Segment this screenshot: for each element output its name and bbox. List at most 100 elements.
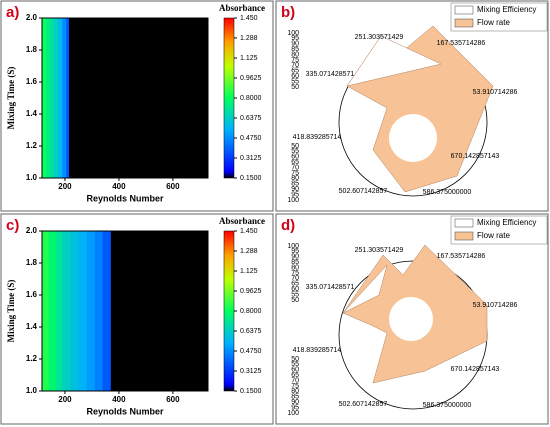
panel-d: 251.303571429 167.535714286 335.071428571 5… [275,213,549,425]
colorbar-tick-label: 0.6375 [240,115,262,122]
radial-tick-label: 75 [291,57,299,64]
radial-tick-label: 80 [291,388,299,395]
panel-frame [275,0,549,212]
y-tick-label: 1.0 [26,386,38,395]
radial-tick-label: 90 [291,399,299,406]
y-tick-label: 1.6 [26,77,38,86]
colorbar-tick-label: 0.1500 [240,175,262,182]
panel-a: 200 400 600 1.0 1.2 1.4 1.6 1.8 2.0 Reynolds Numb… [0,0,274,212]
colorbar-tick-label: 0.4750 [240,135,262,142]
radial-tick-label: 100 [287,197,299,204]
radial-tick-label: 95 [291,35,299,42]
radial-tick-label: 90 [291,254,299,261]
radial-tick-label: 85 [291,259,299,266]
angle-label: 586.375000000 [423,189,472,196]
radial-tick-label: 80 [291,264,299,271]
heat-cell [86,231,95,391]
radial-tick-label: 95 [291,404,299,411]
heat-cell [58,18,63,178]
radial-tick-label: 75 [291,170,299,177]
y-tick-label: 1.0 [26,173,38,182]
angle-label: 335.071428571 [306,284,355,291]
legend-swatch [454,231,474,241]
radial-tick-label: 90 [291,186,299,193]
radial-tick-label: 60 [291,154,299,161]
legend-swatch [454,218,474,228]
heat-cell [50,18,55,178]
radial-tick-label: 85 [291,46,299,53]
angle-label: 670.142857143 [451,366,500,373]
angle-label: 418.839285714 [293,347,342,354]
heat-cell [68,18,209,178]
colorbar-tick-label: 0.3125 [240,368,262,375]
panel-frame [0,0,274,212]
radial-tick-label: 60 [291,286,299,293]
angle-label: 53.910714286 [473,302,518,309]
flow-rate-shape [346,25,494,193]
radial-tick-label: 80 [291,51,299,58]
radial-tick-label: 55 [291,78,299,85]
heat-cell [102,231,112,391]
y-tick-label: 1.8 [26,258,38,267]
angle-label: 418.839285714 [293,134,342,141]
colorbar-tick-label: 0.9625 [240,75,262,82]
y-tick-label: 1.2 [26,354,38,363]
colorbar [223,17,235,179]
panel-b: 251.303571429 167.535714286 335.071428571 5… [275,0,549,212]
legend-label: Mixing Efficiency [477,5,536,14]
radial-tick-label: 70 [291,275,299,282]
colorbar-tick-label: 0.8000 [240,308,262,315]
radial-tick-label: 70 [291,164,299,171]
heat-cell [62,231,71,391]
plot-frame [41,230,209,392]
radial-tick-label: 70 [291,62,299,69]
radial-tick-label: 100 [287,243,299,250]
radial-tick-label: 100 [287,410,299,417]
radial-tick-label: 80 [291,175,299,182]
radial-tick-label: 65 [291,281,299,288]
radial-tick-label: 60 [291,73,299,80]
heat-cell [46,18,51,178]
angle-label: 53.910714286 [473,89,518,96]
heat-cell [62,18,67,178]
y-tick-label: 1.8 [26,45,38,54]
y-tick-label: 1.2 [26,141,38,150]
panel-frame [275,213,549,425]
radial-tick-label: 50 [291,143,299,150]
panel-label: a) [6,4,19,21]
heat-cell [94,231,104,391]
colorbar-tick-label: 1.288 [240,248,258,255]
x-tick-label: 600 [166,395,180,404]
radial-tick-label: 65 [291,159,299,166]
angle-label: 251.303571429 [355,247,404,254]
panel-label: c) [6,217,19,234]
radial-tick-label: 75 [291,270,299,277]
heat-cell [48,231,56,391]
colorbar-tick-label: 0.6375 [240,328,262,335]
colorbar-tick-label: 1.125 [240,268,258,275]
angle-label: 586.375000000 [423,402,472,409]
radial-tick-label: 50 [291,297,299,304]
colorbar-tick-label: 0.1500 [240,388,262,395]
angle-label: 502.607142857 [339,401,388,408]
heat-cell [55,231,63,391]
heat-cell [66,18,70,178]
inner-circle [389,297,433,341]
heat-cell [110,231,209,391]
radial-tick-label: 85 [291,394,299,401]
colorbar-tick-label: 0.4750 [240,348,262,355]
angle-label: 251.303571429 [355,34,404,41]
inner-circle [389,114,437,162]
radial-tick-label: 65 [291,68,299,75]
y-axis-label: Mixing Time (S) [6,67,16,130]
y-tick-label: 2.0 [26,226,38,235]
radial-tick-label: 75 [291,383,299,390]
panel-frame [0,213,274,425]
y-axis-label: Mixing Time (S) [6,280,16,343]
legend-label: Flow rate [477,231,510,240]
radial-tick-label: 50 [291,356,299,363]
heat-cell [54,18,59,178]
efficiency-shape [346,35,442,87]
colorbar-tick-label: 0.3125 [240,155,262,162]
